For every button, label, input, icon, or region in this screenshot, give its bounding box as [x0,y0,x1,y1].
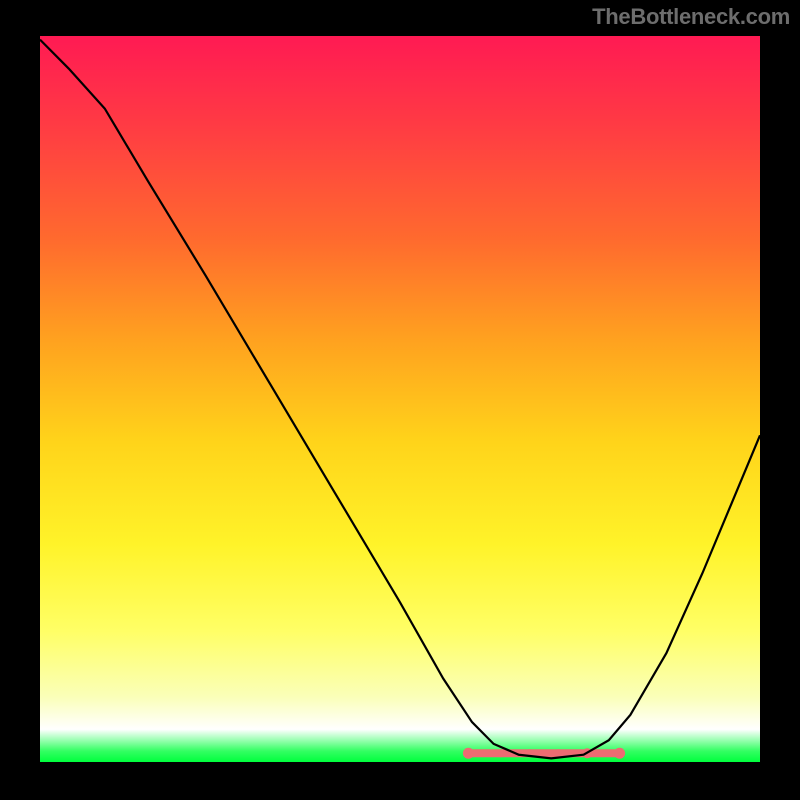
bottleneck-chart [0,0,800,800]
watermark-text: TheBottleneck.com [592,4,790,30]
chart-page: TheBottleneck.com [0,0,800,800]
